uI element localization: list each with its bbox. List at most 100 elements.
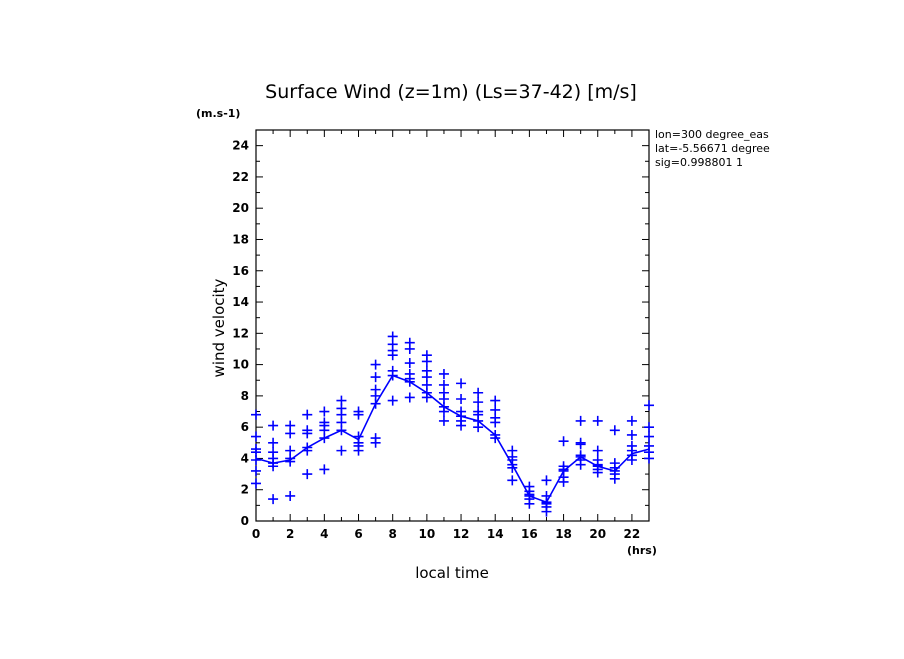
sample-point — [592, 467, 603, 478]
sample-point — [268, 420, 279, 431]
y-tick-label: 24 — [232, 139, 249, 153]
y-tick-label: 2 — [241, 483, 249, 497]
sample-point — [558, 436, 569, 447]
sample-point — [456, 394, 467, 405]
sample-point — [302, 428, 313, 439]
sample-point — [251, 431, 261, 442]
sample-point — [370, 372, 381, 383]
y-axis-label: wind velocity — [210, 278, 228, 377]
sample-point — [404, 358, 415, 369]
sample-point — [285, 456, 296, 467]
sample-point — [336, 425, 347, 436]
info-block: lon=300 degree_eas lat=-5.56671 degree s… — [655, 128, 770, 169]
sample-point — [251, 478, 261, 489]
sample-point — [251, 465, 261, 476]
sample-point — [626, 455, 637, 466]
sample-point — [644, 453, 654, 464]
sample-point — [575, 439, 586, 450]
sample-point — [268, 437, 279, 448]
sample-point — [404, 376, 415, 387]
sample-point — [592, 415, 603, 426]
sample-point — [592, 445, 603, 456]
sample-point — [268, 494, 279, 505]
sample-point — [644, 400, 654, 411]
sample-point — [524, 498, 535, 509]
sample-point — [251, 455, 261, 466]
sample-point — [456, 420, 467, 431]
y-tick-label: 6 — [241, 420, 249, 434]
sample-point — [336, 445, 347, 456]
x-tick-label: 2 — [286, 527, 294, 541]
sample-point — [438, 368, 449, 379]
sample-point — [302, 469, 313, 480]
sample-point — [490, 433, 501, 444]
sample-point — [268, 461, 279, 472]
chart-title: Surface Wind (z=1m) (Ls=37-42) [m/s] — [265, 81, 637, 103]
sample-point — [421, 392, 432, 403]
sample-point — [387, 370, 398, 381]
x-tick-label: 18 — [555, 527, 572, 541]
sample-point — [456, 378, 467, 389]
x-tick-label: 10 — [419, 527, 436, 541]
y-unit-label: (m.s-1) — [196, 107, 240, 120]
y-tick-label: 12 — [232, 326, 249, 340]
sample-point — [353, 445, 364, 456]
sample-point — [387, 395, 398, 406]
y-tick-label: 8 — [241, 389, 249, 403]
sample-point — [644, 422, 654, 433]
x-tick-label: 22 — [624, 527, 641, 541]
sample-point — [507, 462, 518, 473]
x-tick-label: 16 — [521, 527, 538, 541]
sample-point — [575, 415, 586, 426]
sample-point — [319, 433, 330, 444]
y-tick-label: 22 — [232, 170, 249, 184]
sample-point — [626, 415, 637, 426]
x-tick-label: 8 — [389, 527, 397, 541]
sample-point — [626, 429, 637, 440]
sample-point — [490, 395, 501, 406]
sample-point — [370, 437, 381, 448]
x-tick-label: 20 — [589, 527, 606, 541]
sample-point — [575, 459, 586, 470]
info-line-lat: lat=-5.56671 degree — [655, 142, 770, 155]
sample-point — [404, 392, 415, 403]
sample-point — [541, 506, 552, 517]
sample-point — [421, 356, 432, 367]
x-tick-label: 0 — [252, 527, 260, 541]
sample-point — [644, 431, 654, 442]
sample-point — [319, 464, 330, 475]
y-tick-label: 4 — [241, 451, 249, 465]
sample-point — [370, 398, 381, 409]
y-tick-label: 0 — [241, 514, 249, 528]
x-tick-label: 12 — [453, 527, 470, 541]
sample-point — [473, 387, 484, 398]
sample-point — [558, 476, 569, 487]
y-tick-label: 16 — [232, 264, 249, 278]
sample-point — [438, 415, 449, 426]
sample-point — [490, 417, 501, 428]
sample-point — [370, 359, 381, 370]
sample-point — [387, 350, 398, 361]
sample-point — [251, 409, 261, 420]
sample-point — [609, 425, 620, 436]
sample-point — [319, 406, 330, 417]
info-line-sig: sig=0.998801 1 — [655, 156, 743, 169]
y-tick-label: 14 — [232, 295, 249, 309]
sample-point — [438, 406, 449, 417]
sample-point — [404, 343, 415, 354]
y-tick-label: 10 — [232, 358, 249, 372]
x-axis-label: local time — [415, 564, 489, 582]
sample-point — [473, 397, 484, 408]
plot-frame — [255, 129, 650, 522]
sample-point — [609, 473, 620, 484]
mean-line — [255, 374, 650, 504]
x-tick-label: 4 — [320, 527, 328, 541]
data-marks — [251, 331, 654, 517]
x-unit-label: (hrs) — [627, 544, 657, 557]
x-tick-label: 14 — [487, 527, 504, 541]
x-tick-label: 6 — [354, 527, 362, 541]
sample-point — [285, 490, 296, 501]
